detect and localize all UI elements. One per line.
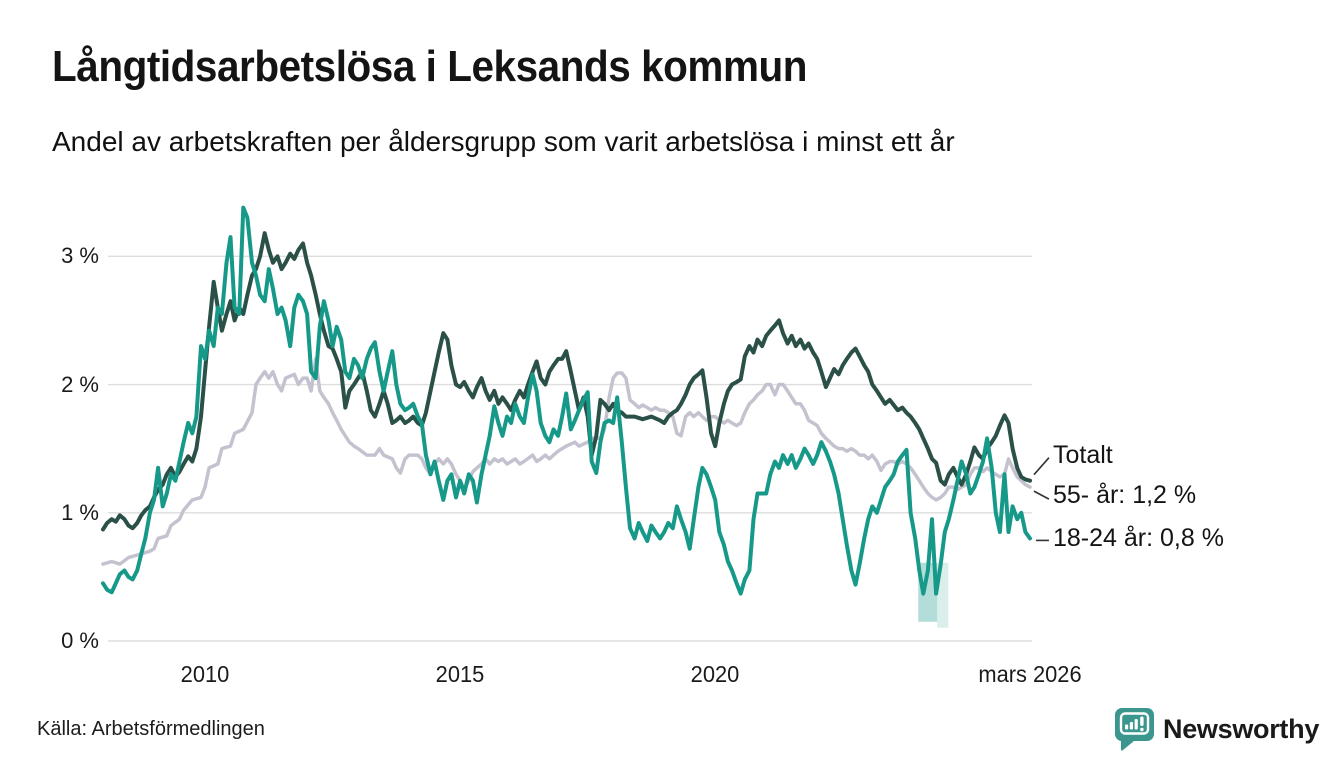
highlight-band-light (937, 562, 949, 628)
x-tick-label: 2010 (180, 661, 230, 687)
y-tick-label: 2 % (61, 371, 99, 397)
x-tick-label: 2020 (690, 661, 740, 687)
label-leader-line (1033, 490, 1050, 500)
x-tick-label: 2015 (435, 661, 485, 687)
newsworthy-bubble-chart-icon (1114, 708, 1154, 751)
highlight-band (918, 562, 938, 622)
series-line-18-24-r (101, 205, 1032, 596)
y-tick-label: 1 % (61, 499, 99, 525)
y-tick-label: 3 % (61, 243, 99, 269)
series-line-55-r (101, 357, 1032, 566)
newsworthy-wordmark: Newsworthy (1163, 714, 1320, 744)
y-tick-label: 0 % (61, 628, 99, 653)
label-leader-line (1033, 457, 1050, 476)
series-end-label-18-24-ar: 18-24 år: 0,8 % (1053, 524, 1224, 552)
source-attribution: Källa: Arbetsförmedlingen (37, 718, 265, 740)
series-end-label-totalt: Totalt (1053, 441, 1113, 469)
page-subtitle: Andel av arbetskraften per åldersgrupp s… (52, 126, 955, 157)
x-tick-label: mars 2026 (978, 661, 1082, 687)
series-end-label-55-ar: 55- år: 1,2 % (1053, 481, 1197, 509)
page-title: Långtidsarbetslösa i Leksands kommun (52, 42, 808, 91)
newsworthy-logo: Newsworthy (1114, 708, 1320, 751)
